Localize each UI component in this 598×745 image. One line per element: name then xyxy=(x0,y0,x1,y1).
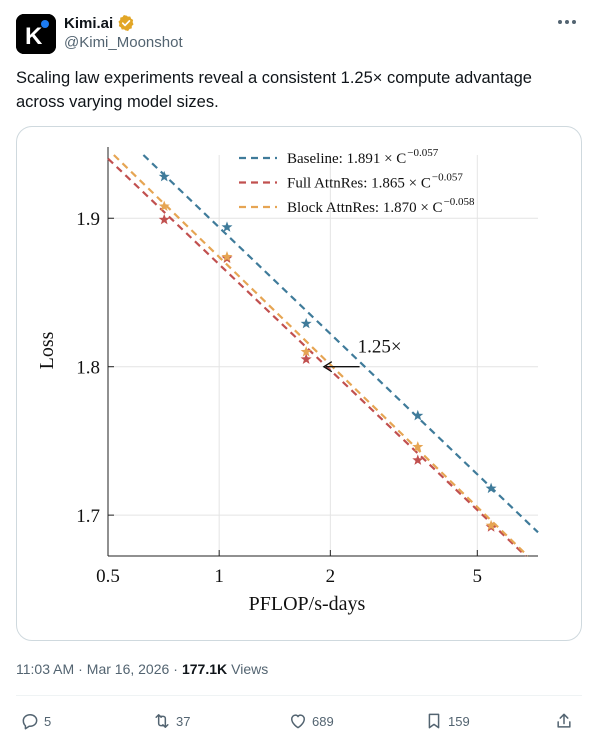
like-count: 689 xyxy=(312,713,334,729)
y-axis-label: Loss xyxy=(36,331,58,369)
tweet-date[interactable]: Mar 16, 2026 xyxy=(86,661,170,677)
tweet-meta: 11:03 AM · Mar 16, 2026 · 177.1K Views xyxy=(16,661,268,677)
bookmark-button[interactable]: 159 xyxy=(424,704,470,738)
tweet-text-line-1: Scaling law experiments reveal a consist… xyxy=(16,69,532,87)
y-tick-label: 1.8 xyxy=(76,358,100,379)
scaling-law-chart: 0.5 1 2 5 1.7 1.8 1.9 PFLOP/s-days Loss 1.25× Base… xyxy=(36,147,539,615)
reply-count: 5 xyxy=(44,713,52,729)
data-point-star xyxy=(158,200,170,212)
y-tick-label: 1.7 xyxy=(76,506,100,527)
x-tick-label: 2 xyxy=(326,566,336,587)
data-point-star xyxy=(485,482,497,494)
data-point-star xyxy=(300,317,312,329)
meta-separator: · xyxy=(78,661,83,677)
meta-separator: · xyxy=(173,661,178,677)
retweet-button[interactable]: 37 xyxy=(152,704,190,738)
y-tick-label: 1.9 xyxy=(76,209,100,230)
legend-entry: Full AttnRes: 1.865 × C−0.057 xyxy=(287,172,463,192)
share-button[interactable] xyxy=(554,704,574,738)
data-point-star xyxy=(412,409,424,421)
x-tick-label: 1 xyxy=(214,566,224,587)
tweet-time[interactable]: 11:03 AM xyxy=(16,661,75,677)
tweet-media[interactable]: 0.5 1 2 5 1.7 1.8 1.9 PFLOP/s-days Loss 1.25× Base… xyxy=(16,126,582,641)
legend-entry: Block AttnRes: 1.870 × C−0.058 xyxy=(287,196,475,216)
reply-icon xyxy=(22,714,38,730)
retweet-icon xyxy=(155,714,169,728)
like-button[interactable]: 689 xyxy=(288,704,334,738)
data-point-star xyxy=(158,213,170,225)
avatar[interactable]: K xyxy=(16,14,56,54)
avatar-letter: K xyxy=(25,23,43,50)
author-handle[interactable]: @Kimi_Moonshot xyxy=(64,34,183,51)
bookmark-count: 159 xyxy=(448,713,470,729)
x-axis-label: PFLOP/s-days xyxy=(249,593,366,615)
views-count[interactable]: 177.1K xyxy=(181,661,228,677)
fit-line xyxy=(107,157,527,557)
more-icon[interactable] xyxy=(552,10,582,34)
data-point-star xyxy=(221,251,233,262)
data-point-star xyxy=(221,221,233,232)
kimi-logo-icon: K xyxy=(16,14,56,54)
views-label: Views xyxy=(231,661,269,677)
data-point-star xyxy=(412,441,424,452)
divider xyxy=(16,695,582,696)
heart-icon xyxy=(291,714,305,729)
verified-badge-icon xyxy=(118,14,134,32)
annotation-arrow-head xyxy=(322,361,333,373)
tweet-text-line-2: across varying model sizes. xyxy=(16,93,219,111)
data-point-star xyxy=(158,170,170,182)
data-point-star xyxy=(485,519,497,531)
legend-entry: Baseline: 1.891 × C−0.057 xyxy=(287,147,439,167)
fit-line xyxy=(113,154,529,557)
annotation-label: 1.25× xyxy=(358,337,402,358)
fit-line xyxy=(142,154,539,534)
tweet-header: K Kimi.ai @Kimi_Moonshot xyxy=(16,10,582,54)
data-point-star xyxy=(300,353,312,364)
data-point-star xyxy=(300,346,312,357)
author-name[interactable]: Kimi.ai xyxy=(64,14,114,32)
x-tick-label: 5 xyxy=(473,566,483,587)
reply-button[interactable]: 5 xyxy=(20,704,51,738)
bookmark-icon xyxy=(428,713,440,729)
retweet-count: 37 xyxy=(176,713,191,729)
share-icon xyxy=(557,713,571,728)
avatar-dot xyxy=(41,20,49,28)
tweet-text: Scaling law experiments reveal a consist… xyxy=(16,66,576,114)
data-point-star xyxy=(412,454,424,465)
action-bar: 5 37 689 159 xyxy=(16,704,582,738)
x-tick-label: 0.5 xyxy=(96,566,120,587)
